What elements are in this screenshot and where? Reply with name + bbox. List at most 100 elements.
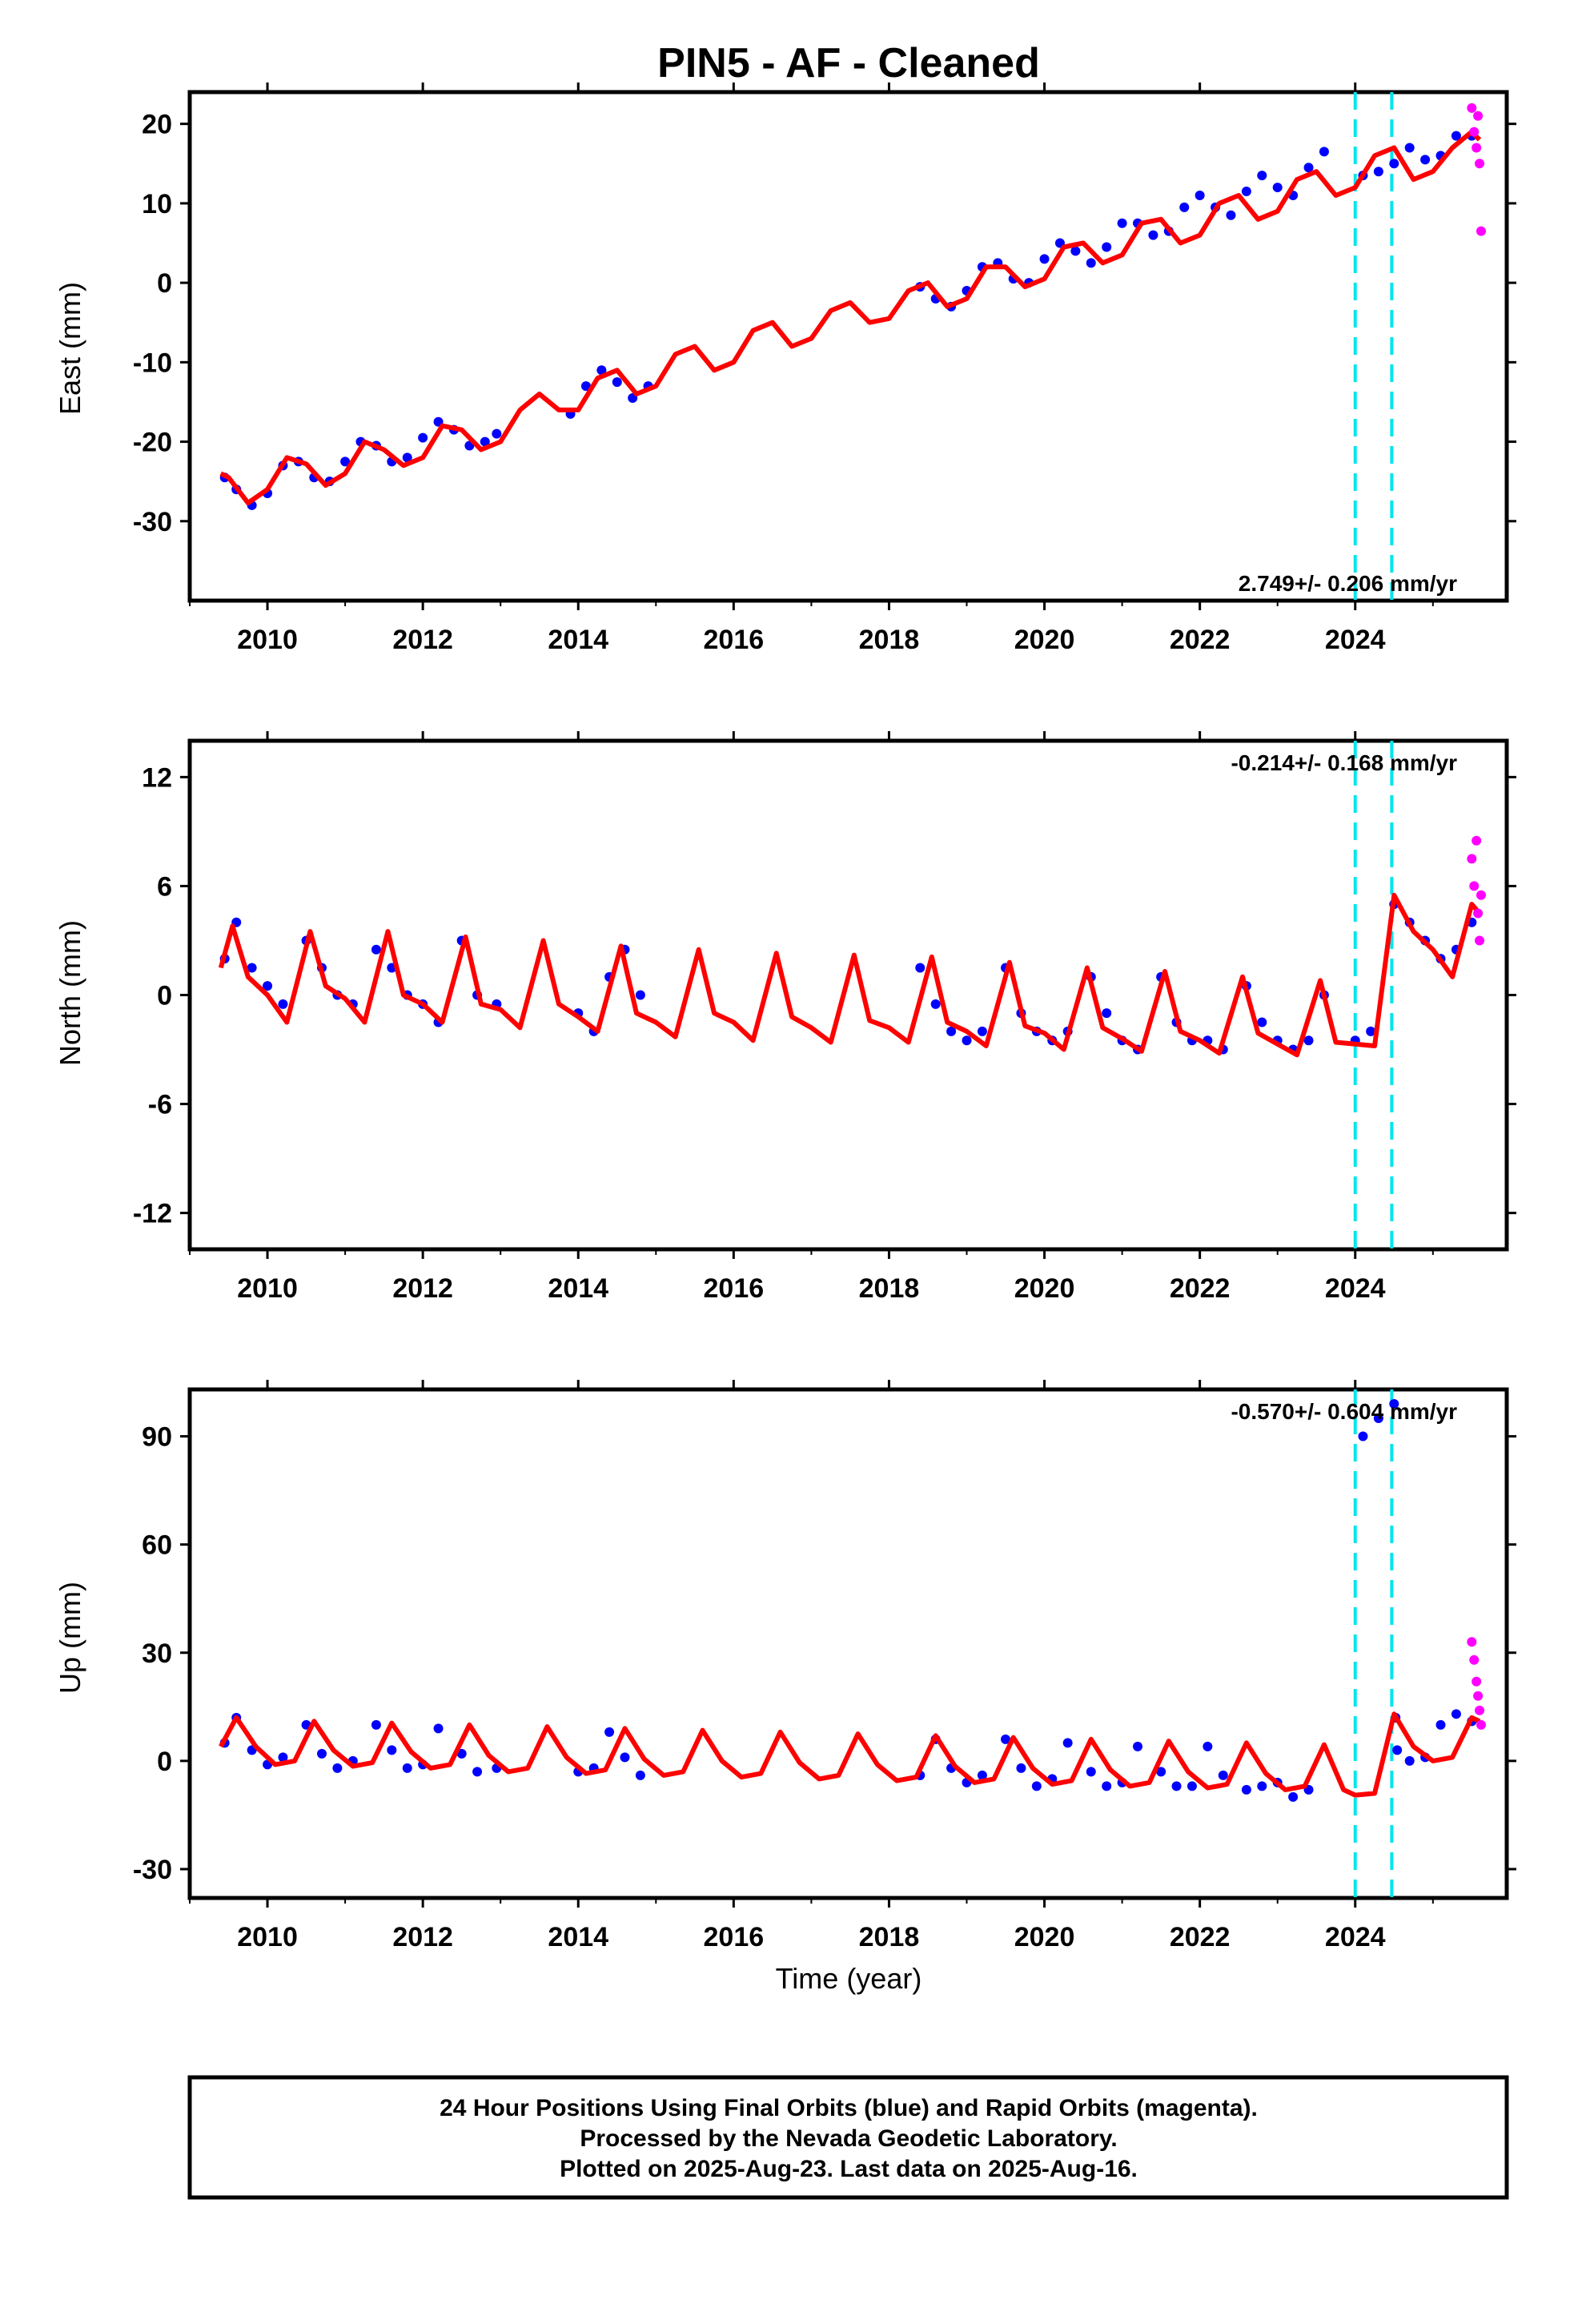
east-rate-label: 2.749+/- 0.206 mm/yr <box>1239 571 1457 596</box>
east-final-point <box>580 381 591 392</box>
east-ytick-label: 20 <box>142 110 172 140</box>
up-ytick-label: 0 <box>157 1747 172 1777</box>
up-ytick-label: 60 <box>142 1530 172 1561</box>
north-ytick-label: -12 <box>133 1199 172 1229</box>
up-final-point <box>1156 1767 1166 1777</box>
east-final-point <box>1241 187 1251 197</box>
up-xtick-label: 2018 <box>859 1922 920 1952</box>
up-final-point <box>1257 1781 1267 1791</box>
up-final-point <box>433 1723 444 1734</box>
footer-line-3: Plotted on 2025-Aug-23. Last data on 202… <box>560 2156 1138 2182</box>
up-model-curve <box>219 1711 1481 1798</box>
north-xtick-label: 2022 <box>1170 1273 1231 1304</box>
north-ytick-label: 0 <box>157 981 172 1011</box>
up-xtick-label: 2010 <box>237 1922 298 1952</box>
east-final-point <box>340 456 351 467</box>
up-final-point <box>1031 1781 1042 1791</box>
up-final-point <box>456 1748 467 1759</box>
up-final-point <box>1288 1791 1299 1802</box>
up-final-point <box>402 1763 412 1773</box>
east-final-point <box>480 436 490 447</box>
up-final-point <box>1102 1781 1112 1791</box>
up-plot-area: -30 0 30 60 90 2010 2012 2014 2016 2018 2020 2022 20… <box>133 1380 1516 1952</box>
north-ytick-label: -6 <box>148 1090 172 1120</box>
up-final-point <box>1392 1745 1403 1755</box>
up-xtick-label: 2016 <box>704 1922 765 1952</box>
east-final-point <box>612 377 622 388</box>
up-rate-label: -0.570+/- 0.604 mm/yr <box>1231 1399 1457 1424</box>
east-final-point <box>1319 147 1329 157</box>
north-rate-label: -0.214+/- 0.168 mm/yr <box>1231 750 1457 775</box>
up-final-point <box>371 1719 381 1730</box>
up-final-point <box>1171 1781 1182 1791</box>
up-rapid-point <box>1469 1655 1480 1665</box>
north-xtick-label: 2020 <box>1014 1273 1075 1304</box>
north-xtick-label: 2010 <box>237 1273 298 1304</box>
east-final-point <box>1148 230 1158 240</box>
up-rapid-point <box>1475 1705 1485 1715</box>
up-final-point <box>977 1770 987 1780</box>
east-rapid-point <box>1467 103 1477 113</box>
north-xtick-label: 2016 <box>704 1273 765 1304</box>
up-final-point <box>1373 1413 1383 1424</box>
east-final-point <box>492 428 502 439</box>
east-xtick-label: 2024 <box>1325 625 1386 655</box>
up-final-point <box>316 1748 327 1759</box>
east-rapid-point <box>1472 143 1482 153</box>
east-rapid-point <box>1475 159 1485 169</box>
up-rapid-point <box>1472 1676 1482 1687</box>
east-final-point <box>1257 171 1267 181</box>
footer-line-1: 24 Hour Positions Using Final Orbits (bl… <box>440 2095 1258 2121</box>
east-final-point <box>1195 190 1205 200</box>
north-final-point <box>977 1026 987 1036</box>
up-xtick-label: 2014 <box>548 1922 608 1952</box>
panel-up: -30 0 30 60 90 2010 2012 2014 2016 2018 2020 2022 20… <box>54 1380 1516 1995</box>
north-final-point <box>263 981 273 991</box>
up-final-point <box>1218 1770 1228 1780</box>
footer-box: 24 Hour Positions Using Final Orbits (bl… <box>187 2075 1509 2200</box>
up-final-point <box>1016 1763 1026 1773</box>
up-final-point <box>387 1745 397 1755</box>
north-rapid-point <box>1473 908 1484 919</box>
up-final-point <box>1241 1784 1251 1795</box>
north-final-point <box>946 1026 957 1036</box>
up-final-point <box>1186 1781 1197 1791</box>
east-plot-area: -30 -20 -10 0 10 20 2010 2012 2014 2016 2018 2020 20… <box>133 82 1516 655</box>
north-xtick-label: 2014 <box>548 1273 608 1304</box>
east-rapid-point <box>1473 111 1484 121</box>
up-final-point <box>620 1752 630 1763</box>
north-rapid-point <box>1469 881 1480 891</box>
north-final-point <box>1102 1008 1112 1019</box>
north-ytick-label: 6 <box>157 871 172 902</box>
up-final-point <box>1404 1755 1415 1766</box>
north-final-point <box>635 990 645 1000</box>
up-final-point <box>1389 1399 1399 1409</box>
east-final-point <box>1272 183 1283 193</box>
east-ytick-label: 0 <box>157 268 172 299</box>
footer-border <box>187 2075 1509 2200</box>
up-final-point <box>332 1763 343 1773</box>
up-final-point <box>1062 1738 1073 1748</box>
footer-line-2: Processed by the Nevada Geodetic Laborat… <box>580 2125 1117 2152</box>
up-xtick-label: 2012 <box>392 1922 453 1952</box>
east-final-point <box>1389 159 1399 169</box>
north-final-point <box>1303 1035 1314 1046</box>
up-final-point <box>1451 1709 1461 1719</box>
up-xtick-label: 2022 <box>1170 1922 1231 1952</box>
north-final-point <box>371 944 381 955</box>
north-final-point <box>930 999 941 1009</box>
up-xtick-label: 2020 <box>1014 1922 1075 1952</box>
east-ytick-label: 10 <box>142 189 172 219</box>
east-xtick-label: 2022 <box>1170 625 1231 655</box>
north-rapid-point <box>1467 854 1477 864</box>
east-final-point <box>1039 254 1050 264</box>
east-model-curve <box>219 129 1482 505</box>
up-final-point <box>1203 1741 1213 1751</box>
up-final-point <box>278 1752 288 1763</box>
east-final-point <box>1102 242 1112 252</box>
east-final-point <box>596 365 607 376</box>
x-axis-label: Time (year) <box>776 1962 922 1995</box>
east-frame <box>187 90 1509 603</box>
east-final-point <box>1404 143 1415 153</box>
